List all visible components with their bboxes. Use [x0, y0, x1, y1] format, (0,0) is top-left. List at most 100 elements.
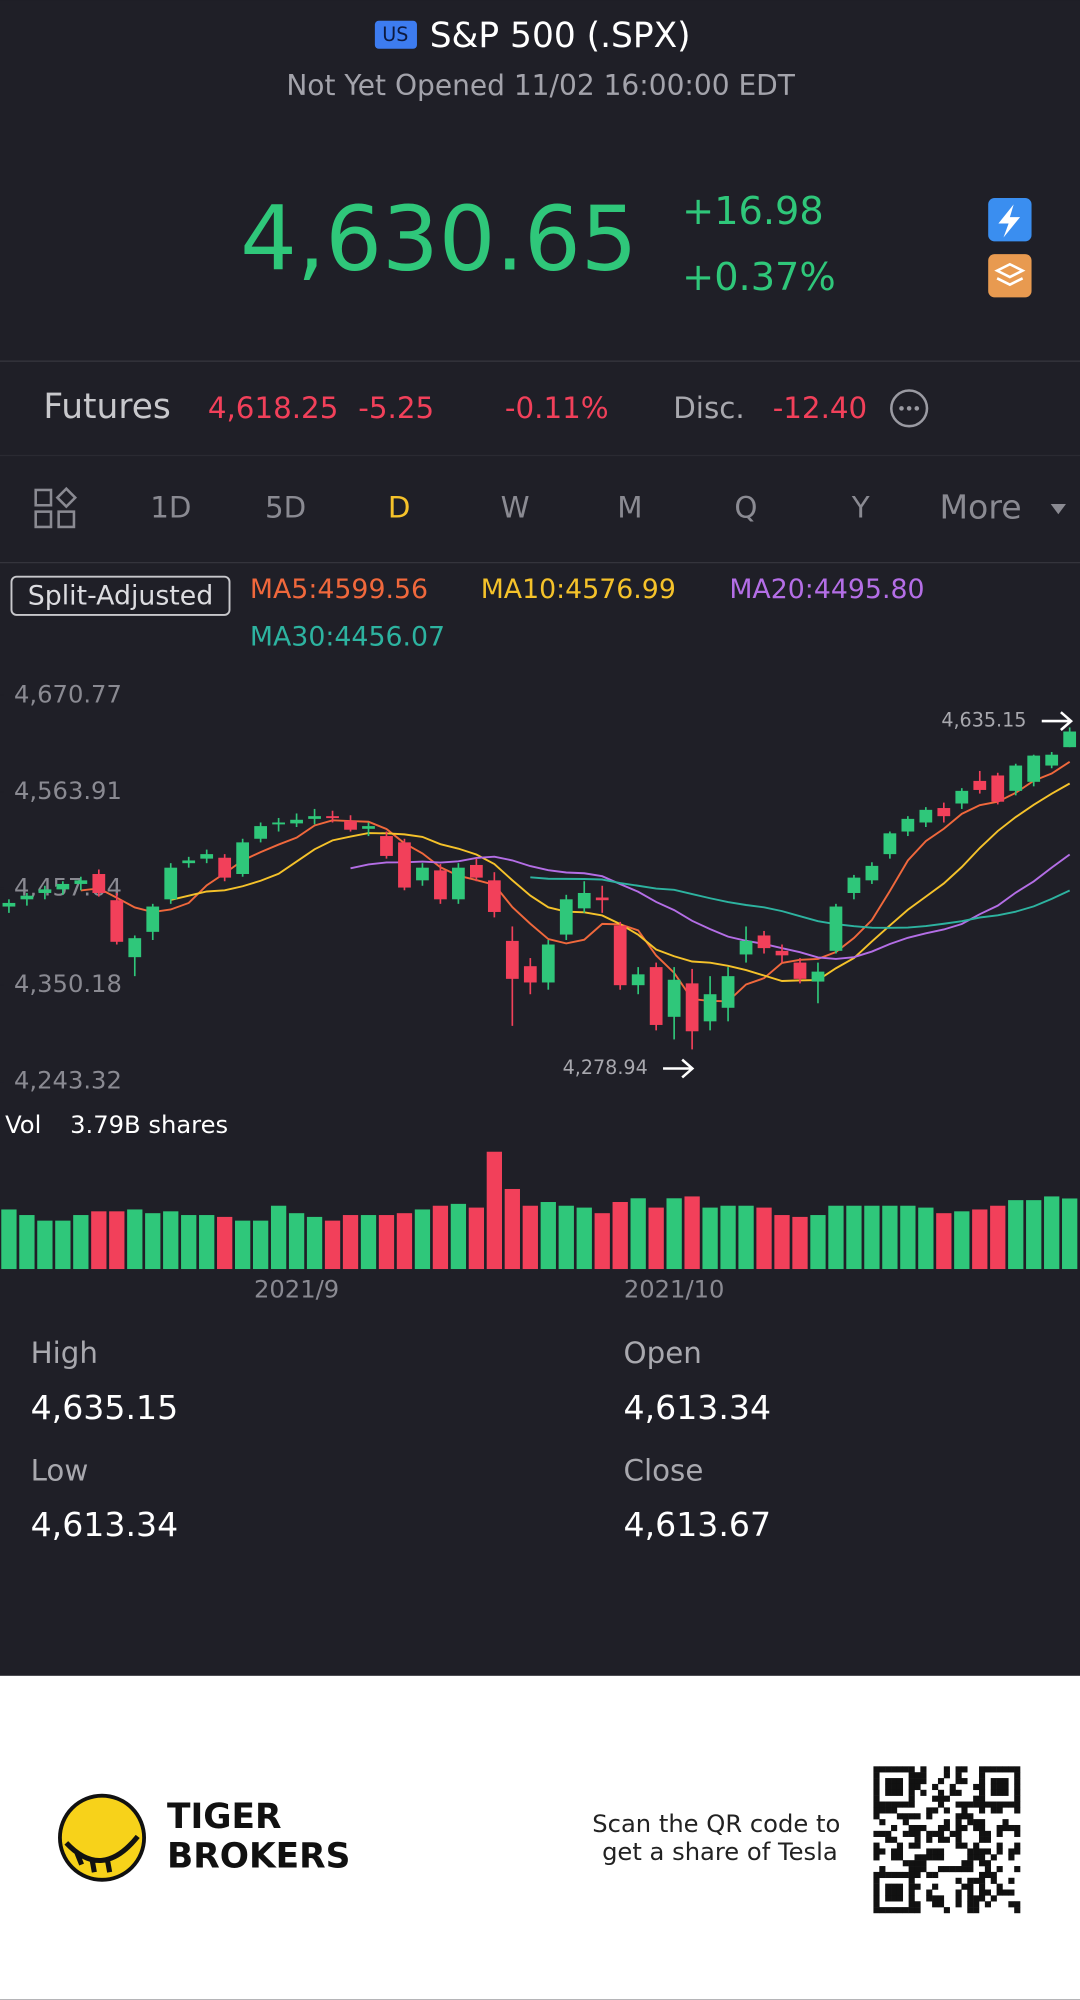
qr-cell [955, 1813, 962, 1820]
qr-cell [996, 1766, 1003, 1773]
qr-cell [902, 1830, 909, 1837]
tab[interactable]: W [501, 491, 530, 525]
candle-body [452, 867, 465, 900]
qr-cell [1014, 1842, 1021, 1849]
qr-cell [1002, 1766, 1009, 1773]
volume-bar [234, 1220, 251, 1270]
tab[interactable]: 1D [150, 491, 191, 525]
candle-body [703, 994, 717, 1022]
qr-cell [990, 1854, 997, 1861]
qr-cell [932, 1883, 939, 1890]
qr-cell [967, 1854, 974, 1861]
qr-cell [1008, 1854, 1015, 1861]
qr-cell [979, 1801, 986, 1808]
qr-cell [885, 1830, 892, 1837]
qr-cell [885, 1907, 892, 1914]
qr-cell [984, 1848, 991, 1855]
candle-body [398, 842, 411, 888]
x-tick-label: 2021/10 [624, 1276, 725, 1304]
qr-cell [873, 1901, 880, 1908]
ma-legend: MA30:4456.07 [250, 621, 445, 652]
tab[interactable]: More [939, 488, 1021, 527]
qr-cell [996, 1807, 1003, 1814]
qr-cell [996, 1889, 1003, 1896]
qr-cell [908, 1830, 915, 1837]
tab[interactable]: 5D [265, 491, 306, 525]
qr-cell [873, 1854, 880, 1861]
qr-cell [914, 1854, 921, 1861]
qr-cell [885, 1783, 892, 1791]
qr-cell [873, 1871, 880, 1879]
qr-cell [1002, 1783, 1009, 1791]
qr-cell [1014, 1807, 1021, 1814]
adjust-box[interactable] [10, 575, 231, 616]
qr-cell [973, 1895, 980, 1902]
candle-body [577, 892, 591, 909]
candle-body [937, 808, 951, 817]
qr-cell [926, 1889, 933, 1896]
qr-cell [955, 1778, 962, 1785]
open-label: Open [624, 1336, 702, 1370]
qr-cell [1002, 1801, 1009, 1808]
candle-body [362, 826, 375, 829]
qr-cell [979, 1830, 986, 1837]
qr-cell [979, 1795, 986, 1802]
candle-body [847, 877, 861, 893]
qr-cell [1014, 1766, 1021, 1773]
qr-cell [990, 1807, 997, 1814]
qr-cell [990, 1789, 997, 1796]
futures-label: Futures [43, 387, 171, 427]
volume-bar [612, 1202, 628, 1270]
dot [914, 406, 920, 411]
candle-body [523, 966, 537, 983]
qr-cell [908, 1883, 915, 1890]
volume-bar [990, 1205, 1006, 1270]
qr-cell [979, 1807, 986, 1814]
qr-cell [955, 1766, 962, 1773]
qr-cell [885, 1889, 892, 1896]
layout-icon[interactable] [34, 486, 78, 529]
qr-cell [932, 1895, 939, 1902]
qr-cell [979, 1854, 986, 1861]
tab[interactable]: Y [851, 491, 870, 525]
qr-cell [873, 1842, 880, 1849]
qr-cell [920, 1866, 927, 1873]
qr-cell [979, 1836, 986, 1843]
candle-body [218, 857, 232, 878]
volume-bar [684, 1196, 700, 1270]
close-value: 4,613.67 [624, 1505, 772, 1544]
more-button[interactable] [890, 389, 929, 428]
candle-body [20, 895, 34, 900]
volume-bar [882, 1205, 898, 1270]
candle-body [613, 925, 627, 986]
qr-cell [902, 1819, 909, 1826]
qr-cell [896, 1895, 904, 1902]
qr-cell [979, 1860, 986, 1867]
qr-cell [973, 1907, 980, 1914]
qr-cell [932, 1830, 939, 1837]
qr-cell [979, 1848, 986, 1855]
qr-cell [908, 1789, 915, 1796]
tab[interactable]: M [617, 491, 642, 525]
qr-cell [996, 1778, 1003, 1785]
qr-cell [967, 1889, 974, 1896]
qr-cell [914, 1866, 921, 1873]
volume-bar [810, 1215, 826, 1270]
candle-body [236, 842, 250, 875]
qr-cell [908, 1795, 915, 1802]
qr-cell [926, 1895, 933, 1902]
qr-cell [891, 1789, 898, 1796]
extreme-arrow [663, 1058, 695, 1079]
volume-bar [540, 1202, 556, 1270]
volume-bar [37, 1220, 53, 1270]
qr-cell [879, 1766, 886, 1773]
tab[interactable]: D [388, 491, 411, 525]
tab[interactable]: Q [734, 491, 757, 525]
qr-cell [896, 1848, 904, 1855]
volume-bar [163, 1211, 179, 1270]
qr-cell [996, 1830, 1003, 1837]
volume-bar [630, 1198, 646, 1270]
volume-bar [864, 1205, 880, 1270]
candle-body [685, 983, 699, 1032]
qr-cell [937, 1789, 945, 1796]
